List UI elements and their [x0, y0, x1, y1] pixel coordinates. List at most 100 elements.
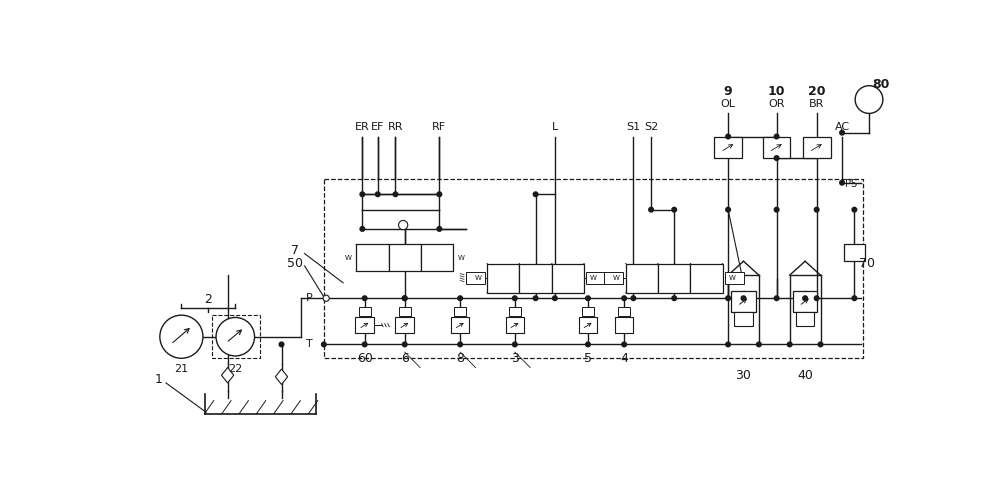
Circle shape	[362, 342, 367, 347]
Circle shape	[726, 134, 730, 139]
Bar	[355, 317, 374, 333]
Circle shape	[726, 207, 730, 212]
Bar	[615, 317, 633, 333]
Circle shape	[402, 296, 407, 301]
Text: EF: EF	[371, 123, 384, 132]
Text: W: W	[345, 255, 352, 261]
Circle shape	[852, 207, 857, 212]
Text: 6: 6	[401, 352, 409, 365]
Text: 9: 9	[724, 85, 732, 98]
Bar	[356, 245, 389, 271]
Bar	[796, 312, 814, 326]
Circle shape	[726, 342, 730, 347]
Text: W: W	[474, 275, 481, 281]
Circle shape	[774, 134, 779, 139]
Bar	[212, 315, 260, 358]
Text: PS: PS	[845, 179, 857, 189]
Text: 21: 21	[174, 364, 188, 374]
Text: RF: RF	[432, 123, 446, 132]
Circle shape	[533, 192, 538, 196]
Circle shape	[360, 192, 365, 196]
Text: 8: 8	[456, 352, 464, 365]
Bar	[618, 307, 630, 316]
Bar	[579, 317, 597, 333]
Circle shape	[458, 296, 462, 301]
Bar	[725, 272, 744, 284]
Bar	[552, 263, 584, 293]
Text: 1: 1	[154, 372, 162, 385]
Circle shape	[512, 296, 517, 301]
Text: 60: 60	[357, 352, 373, 365]
Polygon shape	[275, 369, 288, 384]
Circle shape	[818, 342, 823, 347]
Bar	[793, 291, 817, 312]
Bar	[690, 263, 723, 293]
Circle shape	[402, 296, 407, 301]
Text: T: T	[306, 339, 312, 349]
Text: 30: 30	[736, 369, 751, 382]
Bar	[358, 307, 371, 316]
Circle shape	[586, 342, 590, 347]
Circle shape	[814, 207, 819, 212]
Circle shape	[458, 342, 462, 347]
Bar	[586, 272, 606, 284]
Text: L: L	[552, 123, 558, 132]
Circle shape	[672, 296, 677, 301]
Circle shape	[631, 296, 636, 301]
Text: W: W	[457, 255, 464, 261]
Circle shape	[814, 296, 819, 301]
Bar	[487, 263, 519, 293]
Bar	[734, 312, 753, 326]
Bar	[506, 317, 524, 333]
Circle shape	[322, 342, 326, 347]
Circle shape	[757, 342, 761, 347]
Text: AC: AC	[834, 123, 850, 132]
Text: 50: 50	[287, 257, 303, 270]
Circle shape	[622, 342, 626, 347]
Bar	[658, 263, 690, 293]
Circle shape	[553, 296, 557, 301]
Circle shape	[803, 296, 807, 301]
Bar	[324, 179, 863, 358]
Text: OL: OL	[721, 99, 736, 109]
Text: 3: 3	[511, 352, 519, 365]
Circle shape	[437, 192, 442, 196]
Circle shape	[649, 207, 653, 212]
Text: 22: 22	[228, 364, 242, 374]
Text: 40: 40	[797, 369, 813, 382]
Text: BR: BR	[809, 99, 824, 109]
Bar	[389, 245, 421, 271]
Text: W: W	[613, 275, 620, 281]
Text: S2: S2	[644, 123, 658, 132]
Text: 2: 2	[204, 293, 212, 306]
Text: RR: RR	[388, 123, 403, 132]
Text: S1: S1	[626, 123, 640, 132]
Circle shape	[437, 227, 442, 231]
Text: 4: 4	[620, 352, 628, 365]
Text: OR: OR	[768, 99, 785, 109]
Text: 5: 5	[584, 352, 592, 365]
Bar	[604, 272, 623, 284]
Text: 10: 10	[768, 85, 785, 98]
Bar	[509, 307, 521, 316]
Circle shape	[726, 296, 730, 301]
Text: 20: 20	[808, 85, 825, 98]
Bar	[626, 263, 658, 293]
Circle shape	[774, 207, 779, 212]
Circle shape	[533, 296, 538, 301]
Circle shape	[362, 296, 367, 301]
Bar	[399, 307, 411, 316]
Circle shape	[586, 296, 590, 301]
Bar	[731, 291, 756, 312]
Circle shape	[160, 315, 203, 358]
Text: W: W	[590, 275, 597, 281]
Circle shape	[774, 156, 779, 160]
Circle shape	[393, 192, 398, 196]
Bar	[803, 136, 831, 158]
Circle shape	[852, 296, 857, 301]
Bar	[466, 272, 485, 284]
Bar	[454, 307, 466, 316]
Circle shape	[672, 207, 677, 212]
Bar	[763, 136, 790, 158]
Circle shape	[855, 86, 883, 114]
